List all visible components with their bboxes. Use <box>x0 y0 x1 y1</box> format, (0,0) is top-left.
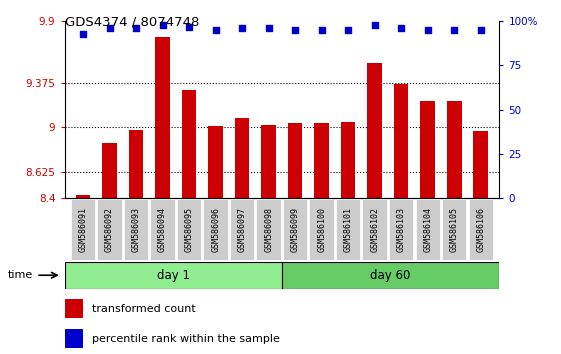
Point <box>185 24 194 29</box>
Point <box>105 25 114 31</box>
Point <box>211 27 220 33</box>
Bar <box>314 123 329 198</box>
Point <box>132 25 141 31</box>
Text: transformed count: transformed count <box>92 304 196 314</box>
Point <box>397 25 406 31</box>
Text: percentile rank within the sample: percentile rank within the sample <box>92 333 280 343</box>
Text: GSM586103: GSM586103 <box>397 207 406 252</box>
Point <box>238 25 247 31</box>
Point <box>450 27 459 33</box>
Point <box>79 31 88 36</box>
FancyBboxPatch shape <box>98 200 122 259</box>
Text: GSM586098: GSM586098 <box>264 207 273 252</box>
Text: GSM586095: GSM586095 <box>185 207 194 252</box>
Text: day 1: day 1 <box>157 269 190 282</box>
FancyBboxPatch shape <box>468 200 493 259</box>
FancyBboxPatch shape <box>283 200 307 259</box>
Bar <box>341 121 356 198</box>
Bar <box>288 123 302 198</box>
Text: day 60: day 60 <box>370 269 411 282</box>
Text: GSM586104: GSM586104 <box>423 207 432 252</box>
FancyBboxPatch shape <box>230 200 254 259</box>
Point <box>264 25 273 31</box>
Bar <box>102 143 117 198</box>
Text: GSM586092: GSM586092 <box>105 207 114 252</box>
Point <box>317 27 326 33</box>
Point <box>423 27 432 33</box>
Bar <box>261 125 276 198</box>
Bar <box>282 262 499 289</box>
FancyBboxPatch shape <box>256 200 281 259</box>
Bar <box>65 299 83 318</box>
Bar <box>367 63 382 198</box>
Text: GDS4374 / 8074748: GDS4374 / 8074748 <box>65 16 199 29</box>
FancyBboxPatch shape <box>362 200 387 259</box>
Point <box>291 27 300 33</box>
Text: GSM586106: GSM586106 <box>476 207 485 252</box>
Bar <box>65 262 282 289</box>
Point <box>370 22 379 28</box>
Bar <box>235 118 250 198</box>
Point <box>344 27 353 33</box>
FancyBboxPatch shape <box>124 200 148 259</box>
FancyBboxPatch shape <box>71 200 95 259</box>
Bar <box>420 102 435 198</box>
Text: time: time <box>7 270 33 280</box>
FancyBboxPatch shape <box>389 200 413 259</box>
Bar <box>182 90 196 198</box>
Text: GSM586100: GSM586100 <box>317 207 326 252</box>
Bar <box>394 84 408 198</box>
Text: GSM586091: GSM586091 <box>79 207 88 252</box>
Bar <box>76 195 90 198</box>
FancyBboxPatch shape <box>150 200 175 259</box>
Text: GSM586105: GSM586105 <box>450 207 459 252</box>
Bar <box>447 102 462 198</box>
FancyBboxPatch shape <box>204 200 228 259</box>
FancyBboxPatch shape <box>416 200 440 259</box>
Text: GSM586094: GSM586094 <box>158 207 167 252</box>
Text: GSM586101: GSM586101 <box>344 207 353 252</box>
Bar <box>129 130 144 198</box>
Point <box>476 27 485 33</box>
Bar <box>65 329 83 348</box>
Bar <box>155 36 170 198</box>
Text: GSM586102: GSM586102 <box>370 207 379 252</box>
Bar <box>473 131 488 198</box>
Text: GSM586093: GSM586093 <box>132 207 141 252</box>
Bar <box>208 126 223 198</box>
FancyBboxPatch shape <box>310 200 334 259</box>
FancyBboxPatch shape <box>336 200 360 259</box>
Text: GSM586097: GSM586097 <box>238 207 247 252</box>
FancyBboxPatch shape <box>177 200 201 259</box>
Point <box>158 22 167 28</box>
FancyBboxPatch shape <box>442 200 466 259</box>
Text: GSM586096: GSM586096 <box>211 207 220 252</box>
Text: GSM586099: GSM586099 <box>291 207 300 252</box>
